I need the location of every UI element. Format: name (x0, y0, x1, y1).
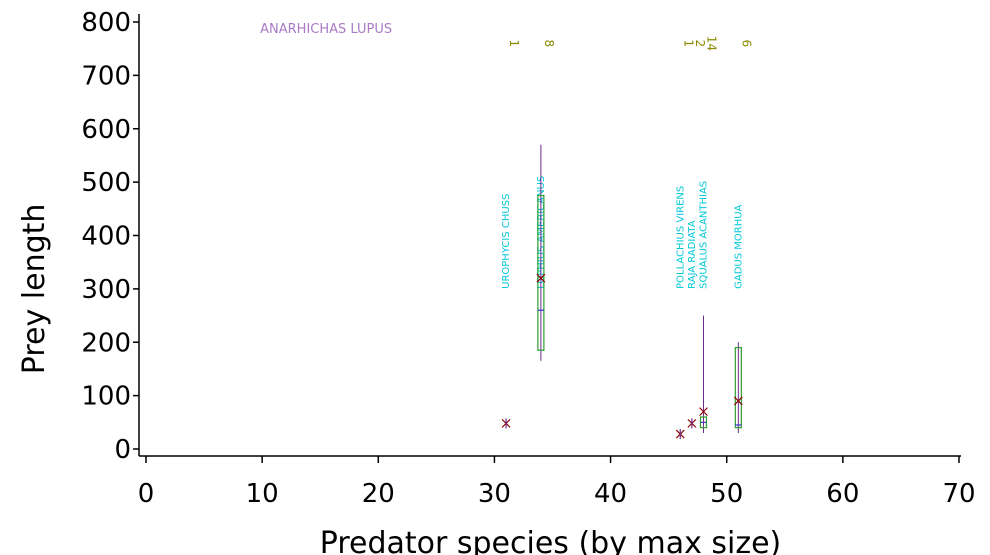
box (734, 346, 742, 429)
y-axis-title: Prey length (17, 204, 52, 375)
y-tick-label: 800 (81, 8, 131, 38)
group-squalus-acanthias: 14 SQUALUS ACANTHIAS (698, 36, 718, 433)
species-label: POLLACHIUS VIRENS (675, 186, 686, 289)
x-tick-label: 40 (594, 479, 627, 509)
y-tick-label: 700 (81, 61, 131, 91)
count-label: 1 (681, 40, 695, 48)
x-tick-label: 60 (826, 479, 859, 509)
x-tick-label: 30 (478, 479, 511, 509)
chart-marks: 1 UROPHYCIS CHUSS 8LOPHIUS AMERICANUS 1 POLL… (501, 36, 753, 440)
y-tick-label: 300 (81, 275, 131, 305)
y-tick-label: 0 (114, 435, 131, 465)
group-pollachius-virens: 1 POLLACHIUS VIRENS (675, 40, 695, 440)
header-label: ANARHICHAS LUPUS (260, 22, 392, 37)
x-axis-title: Predator species (by max size) (320, 526, 782, 555)
count-label: 14 (704, 36, 718, 51)
count-label: 1 (507, 40, 521, 48)
group-raja-radiata: 2 RAJA RADIATA (687, 40, 707, 429)
count-label: 6 (739, 40, 753, 48)
group-urophycis-chuss: 1 UROPHYCIS CHUSS (501, 40, 521, 429)
species-label: RAJA RADIATA (687, 220, 698, 289)
x-tick-label: 50 (710, 479, 743, 509)
x-tick-label: 70 (942, 479, 975, 509)
species-label: SQUALUS ACANTHIAS (698, 181, 709, 289)
species-label: GADUS MORHUA (733, 204, 744, 288)
mean-marker (733, 396, 743, 406)
axes: 0 100 200 300 400 500 600 700 800 0 10 20 30 40 50 60 70 (81, 8, 975, 509)
y-tick-label: 200 (81, 328, 131, 358)
species-label: UROPHYCIS CHUSS (501, 194, 512, 289)
y-tick-label: 600 (81, 115, 131, 145)
y-tick-label: 500 (81, 168, 131, 198)
y-tick-label: 400 (81, 222, 131, 252)
mean-marker (536, 273, 546, 283)
x-tick-label: 10 (246, 479, 279, 509)
mean-marker (699, 407, 708, 417)
count-label: 8 (542, 40, 556, 48)
y-tick-label: 100 (81, 382, 131, 412)
count-label: 2 (693, 40, 707, 48)
group-gadus-morhua: 6 GADUS MORHUA (733, 40, 753, 433)
x-tick-label: 20 (362, 479, 395, 509)
box (537, 194, 545, 351)
x-tick-label: 0 (138, 479, 155, 509)
group-lophius-americanus: 8LOPHIUS AMERICANUS (536, 40, 556, 361)
